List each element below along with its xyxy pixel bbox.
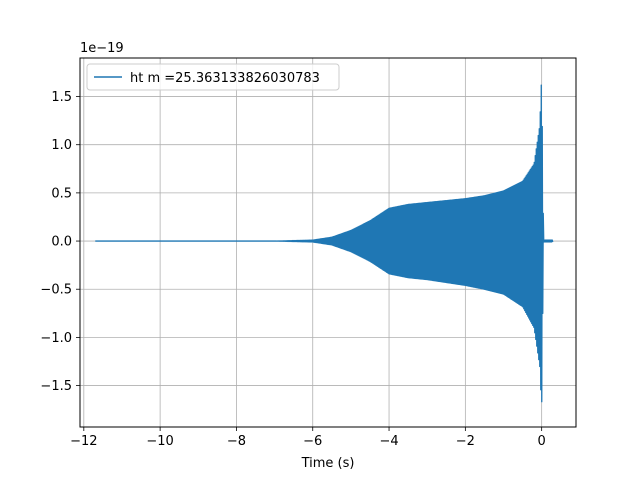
x-tick-label: −2 bbox=[456, 434, 475, 449]
legend: ht m =25.363133826030783 bbox=[86, 63, 340, 91]
x-tick-label: −10 bbox=[146, 434, 173, 449]
y-tick-label: 1.5 bbox=[51, 90, 72, 105]
y-tick-label: −1.5 bbox=[40, 379, 72, 394]
x-tick-label: −6 bbox=[303, 434, 322, 449]
x-axis-label: Time (s) bbox=[301, 456, 355, 471]
x-axis: −12 −10 −8 −6 −4 −2 0 bbox=[70, 427, 546, 449]
x-tick-label: −12 bbox=[70, 434, 97, 449]
legend-box bbox=[86, 63, 340, 91]
y-tick-label: −1.0 bbox=[40, 331, 72, 346]
y-tick-label: 0.0 bbox=[51, 235, 72, 250]
x-tick-label: 0 bbox=[538, 434, 546, 449]
y-tick-label: 0.5 bbox=[51, 186, 72, 201]
y-tick-label: 1.0 bbox=[51, 138, 72, 153]
x-tick-label: −4 bbox=[379, 434, 398, 449]
series-line-ht bbox=[95, 84, 554, 403]
y-axis: −1.5 −1.0 −0.5 0.0 0.5 1.0 1.5 bbox=[40, 90, 80, 394]
legend-label: ht m =25.363133826030783 bbox=[130, 71, 320, 86]
y-offset-text: 1e−19 bbox=[80, 41, 124, 56]
x-tick-label: −8 bbox=[227, 434, 246, 449]
y-tick-label: −0.5 bbox=[40, 283, 72, 298]
plot-frame bbox=[79, 57, 577, 428]
series-layer bbox=[95, 84, 554, 403]
